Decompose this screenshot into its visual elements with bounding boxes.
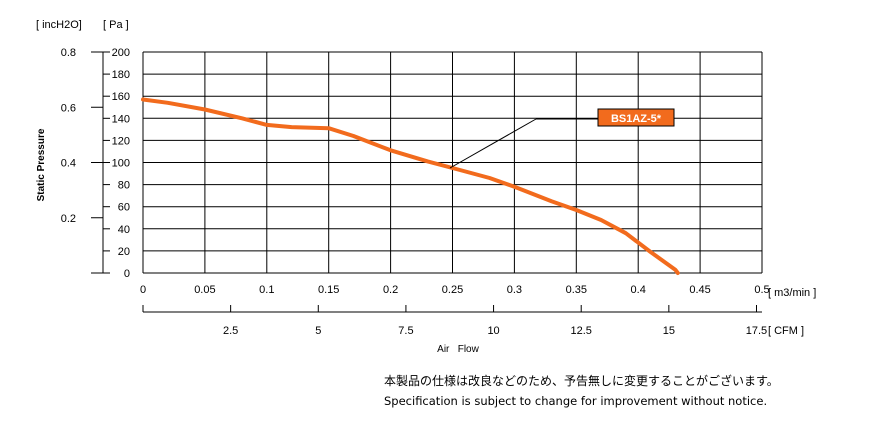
inch-tick-label: 0.8 <box>61 47 76 59</box>
pa-tick-label: 180 <box>112 69 130 81</box>
series-annotation: BS1AZ-5* <box>449 108 675 169</box>
m3-tick-label: 0.3 <box>507 284 522 296</box>
grid <box>142 51 763 274</box>
series-layer <box>141 97 680 275</box>
pa-tick-label: 120 <box>112 135 130 147</box>
annotation-leader-line <box>449 118 537 169</box>
cfm-tick-label: 17.5 <box>746 325 767 337</box>
disclaimer-english: Specification is subject to change for i… <box>384 394 768 408</box>
pa-tick-label: 200 <box>112 47 130 59</box>
annotation-label-box <box>597 108 675 127</box>
m3-tick-label: 0 <box>140 284 146 296</box>
pa-tick-label: 100 <box>112 158 130 170</box>
inch-tick-label: 0.6 <box>61 102 76 114</box>
pa-tick-label: 140 <box>112 113 130 125</box>
cfm-tick-label: 7.5 <box>398 325 413 337</box>
inch-tick-label: 0.4 <box>61 158 76 170</box>
pa-tick-label: 40 <box>118 224 130 236</box>
tick-labels: 0204060801001201401601802000.20.40.60.80… <box>61 47 770 337</box>
y-axis-title: Static Pressure <box>36 128 47 201</box>
unit-label-inch: [ incH2O] <box>36 19 82 31</box>
cfm-tick-label: 10 <box>487 325 499 337</box>
m3-tick-label: 0.25 <box>442 284 463 296</box>
unit-label-pa: [ Pa ] <box>103 19 129 31</box>
pa-tick-label: 80 <box>118 180 130 192</box>
m3-tick-label: 0.1 <box>259 284 274 296</box>
pa-tick-label: 20 <box>118 246 130 258</box>
m3-tick-label: 0.2 <box>383 284 398 296</box>
unit-label-m3min: [ m3/min ] <box>768 287 816 299</box>
disclaimer-japanese: 本製品の仕様は改良などのため、予告無しに変更することがございます。 <box>384 374 779 388</box>
m3-tick-label: 0.15 <box>318 284 339 296</box>
m3-tick-label: 0.4 <box>631 284 646 296</box>
pa-tick-label: 60 <box>118 202 130 214</box>
unit-label-cfm: [ CFM ] <box>768 325 804 337</box>
cfm-tick-label: 2.5 <box>223 325 238 337</box>
x-axis-title: Air Flow <box>437 344 479 355</box>
pa-tick-label: 0 <box>124 268 130 280</box>
axes <box>91 51 762 313</box>
annotation-label-text: BS1AZ-5* <box>611 113 662 125</box>
m3-tick-label: 0.45 <box>689 284 710 296</box>
cfm-tick-label: 12.5 <box>570 325 591 337</box>
m3-tick-label: 0.35 <box>566 284 587 296</box>
cfm-tick-label: 15 <box>663 325 675 337</box>
m3-tick-label: 0.05 <box>194 284 215 296</box>
series-line-bs1az-5 <box>141 97 680 275</box>
inch-tick-label: 0.2 <box>61 213 76 225</box>
cfm-tick-label: 5 <box>315 325 321 337</box>
m3-tick-label: 0.5 <box>754 284 769 296</box>
pa-tick-label: 160 <box>112 91 130 103</box>
